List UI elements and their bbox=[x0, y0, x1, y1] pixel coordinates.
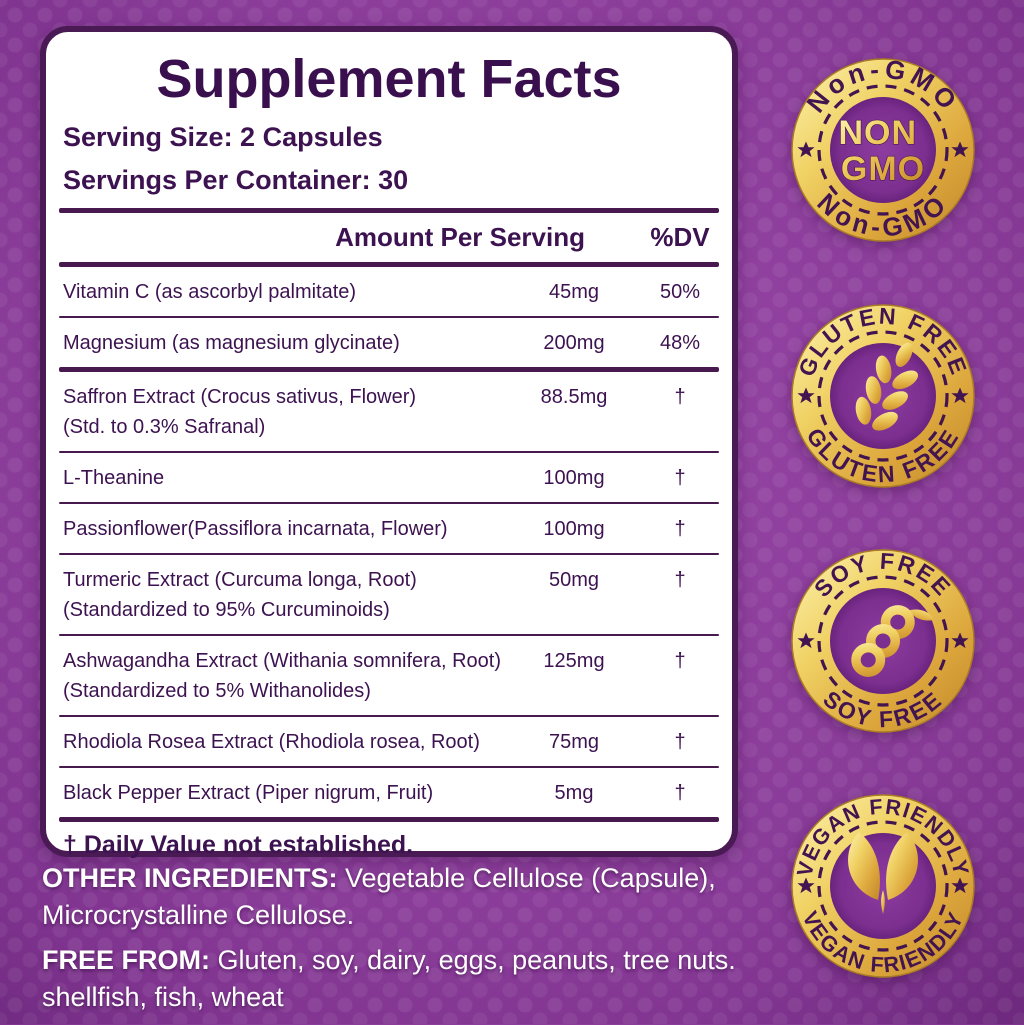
row-dv: † bbox=[674, 731, 686, 753]
dashed-ring bbox=[817, 84, 949, 216]
dashed-ring bbox=[817, 575, 949, 707]
badge-gluten-free: GLUTEN FREE GLUTEN FREE bbox=[791, 303, 975, 488]
badge-non-gmo: Non-GMO Non-GMO NON GMO bbox=[791, 56, 975, 243]
divider bbox=[59, 634, 719, 636]
serving-size: Serving Size: 2 Capsules bbox=[63, 122, 383, 152]
row-name: Passionflower(Passiflora incarnata, Flow… bbox=[63, 518, 448, 540]
row-name: Black Pepper Extract (Piper nigrum, Frui… bbox=[63, 782, 434, 804]
divider bbox=[59, 553, 719, 555]
other-ingredients-label: OTHER INGREDIENTS: bbox=[42, 863, 338, 893]
badge-soy-free: SOY FREE SOY FREE bbox=[791, 548, 975, 733]
row-name: Saffron Extract (Crocus sativus, Flower) bbox=[63, 386, 417, 408]
row-name: Turmeric Extract (Curcuma longa, Root) bbox=[63, 569, 417, 591]
row-name: Rhodiola Rosea Extract (Rhodiola rosea, … bbox=[63, 731, 480, 753]
row-dv: 50% bbox=[659, 281, 701, 303]
dashed-ring bbox=[817, 330, 949, 462]
row-subtext: (Std. to 0.3% Safranal) bbox=[63, 416, 266, 438]
table-row: Saffron Extract (Crocus sativus, Flower)… bbox=[59, 372, 719, 451]
row-dv: † bbox=[674, 650, 686, 672]
servings-per-container: Servings Per Container: 30 bbox=[63, 165, 409, 195]
daily-value-footnote: † Daily Value not established. bbox=[63, 831, 414, 859]
other-ingredients-line: OTHER INGREDIENTS: Vegetable Cellulose (… bbox=[42, 860, 784, 933]
row-subtext: (Standardized to 95% Curcuminoids) bbox=[63, 599, 390, 621]
divider bbox=[59, 262, 719, 267]
free-from-line: FREE FROM: Gluten, soy, dairy, eggs, pea… bbox=[42, 942, 784, 1015]
row-name: Ashwagandha Extract (Withania somnifera,… bbox=[63, 650, 501, 672]
row-amount: 125mg bbox=[543, 650, 605, 672]
row-amount: 75mg bbox=[548, 731, 600, 753]
divider bbox=[59, 817, 719, 822]
row-name: Magnesium (as magnesium glycinate) bbox=[63, 332, 400, 354]
column-header-dv: %DV bbox=[650, 222, 710, 252]
table-header: Amount Per Serving %DV bbox=[59, 213, 719, 262]
row-amount: 100mg bbox=[543, 467, 605, 489]
leaves-icon bbox=[848, 832, 918, 914]
column-header-amount: Amount Per Serving bbox=[335, 222, 585, 252]
row-dv: † bbox=[674, 569, 686, 591]
table-row: L-Theanine 100mg † bbox=[59, 453, 719, 502]
divider bbox=[59, 766, 719, 768]
badge-center-disc bbox=[830, 97, 936, 203]
badge-vegan-friendly: VEGAN FRIENDLY VEGAN FRIENDLY bbox=[791, 794, 975, 978]
divider bbox=[59, 208, 719, 213]
table-row: Magnesium (as magnesium glycinate) 200mg… bbox=[59, 318, 719, 367]
row-amount: 50mg bbox=[548, 569, 600, 591]
divider bbox=[59, 367, 719, 372]
free-from-text: Gluten, soy, dairy, eggs, peanuts, tree … bbox=[42, 945, 736, 1013]
table-row: Turmeric Extract (Curcuma longa, Root) (… bbox=[59, 555, 719, 634]
row-name: Vitamin C (as ascorbyl palmitate) bbox=[63, 281, 357, 303]
divider bbox=[59, 715, 719, 717]
label-footer: OTHER INGREDIENTS: Vegetable Cellulose (… bbox=[42, 860, 784, 1025]
non-gmo-center-text: NON GMO bbox=[838, 114, 927, 188]
panel-title: Supplement Facts bbox=[156, 49, 622, 109]
free-from-label: FREE FROM: bbox=[42, 945, 210, 976]
row-dv: † bbox=[674, 518, 686, 540]
row-dv: † bbox=[674, 782, 686, 804]
wheat-icon bbox=[855, 342, 919, 442]
badge-center-disc bbox=[830, 833, 936, 939]
row-amount: 5mg bbox=[554, 782, 594, 804]
table-row: Black Pepper Extract (Piper nigrum, Frui… bbox=[59, 768, 719, 817]
dashed-ring bbox=[817, 820, 949, 952]
row-amount: 88.5mg bbox=[540, 386, 608, 408]
soybean-pod-icon bbox=[851, 605, 934, 677]
row-dv: † bbox=[674, 467, 686, 489]
row-dv: 48% bbox=[659, 332, 701, 354]
table-row: Rhodiola Rosea Extract (Rhodiola rosea, … bbox=[59, 717, 719, 766]
divider bbox=[59, 502, 719, 504]
row-subtext: (Standardized to 5% Withanolides) bbox=[63, 680, 371, 702]
other-ingredients-text: Vegetable Cellulose (Capsule), Microcrys… bbox=[42, 863, 716, 930]
divider bbox=[59, 316, 719, 318]
table-row: Ashwagandha Extract (Withania somnifera,… bbox=[59, 636, 719, 715]
row-amount: 200mg bbox=[543, 332, 605, 354]
row-amount: 45mg bbox=[548, 281, 600, 303]
divider bbox=[59, 451, 719, 453]
table-row: Passionflower(Passiflora incarnata, Flow… bbox=[59, 504, 719, 553]
row-dv: † bbox=[674, 386, 686, 408]
row-name: L-Theanine bbox=[63, 467, 165, 489]
row-amount: 100mg bbox=[543, 518, 605, 540]
table-row: Vitamin C (as ascorbyl palmitate) 45mg 5… bbox=[59, 267, 719, 316]
supplement-facts-panel: Supplement Facts Serving Size: 2 Capsule… bbox=[40, 26, 738, 859]
